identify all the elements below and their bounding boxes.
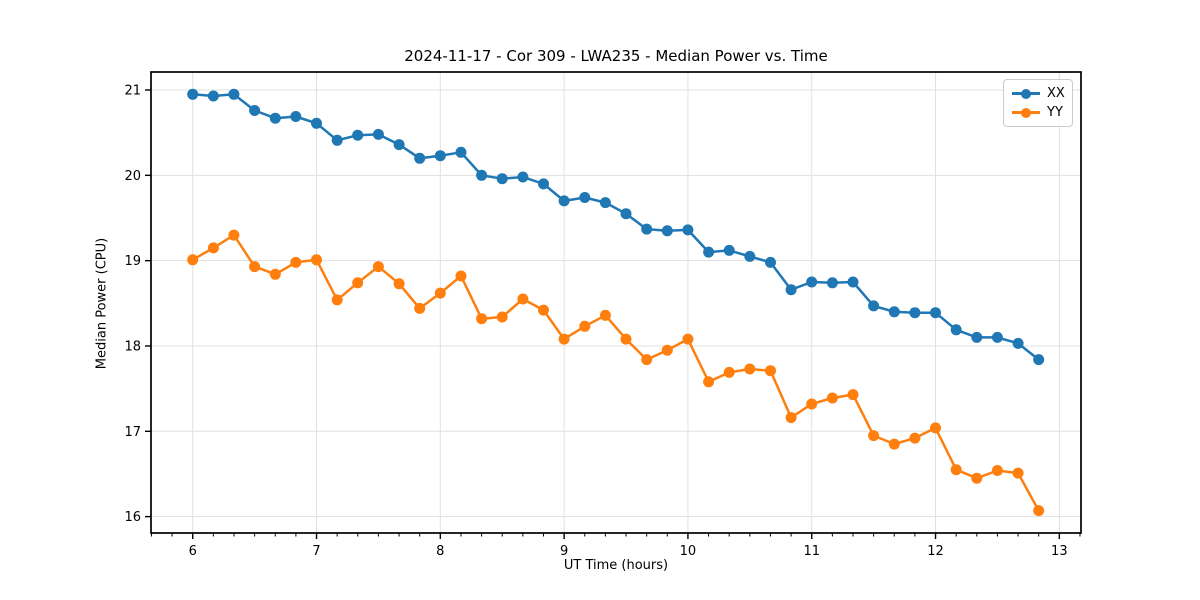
legend-item-yy: YY — [1012, 104, 1064, 121]
svg-text:7: 7 — [312, 544, 320, 559]
svg-text:19: 19 — [124, 254, 141, 269]
svg-text:10: 10 — [680, 544, 697, 559]
svg-text:9: 9 — [560, 544, 568, 559]
legend: XX YY — [1003, 79, 1073, 127]
svg-text:18: 18 — [124, 339, 141, 354]
legend-swatch-yy-icon — [1012, 107, 1040, 118]
svg-text:20: 20 — [124, 169, 141, 184]
legend-item-xx: XX — [1012, 85, 1065, 102]
svg-text:16: 16 — [124, 510, 141, 525]
legend-swatch-xx-icon — [1012, 88, 1040, 99]
svg-text:8: 8 — [436, 544, 444, 559]
svg-text:11: 11 — [803, 544, 820, 559]
svg-text:17: 17 — [124, 425, 141, 440]
svg-text:21: 21 — [124, 84, 141, 99]
x-axis-label: UT Time (hours) — [563, 558, 669, 573]
chart-title: 2024-11-17 - Cor 309 - LWA235 - Median P… — [404, 47, 828, 65]
legend-label-yy: YY — [1047, 105, 1063, 120]
svg-text:12: 12 — [927, 544, 944, 559]
svg-text:6: 6 — [189, 544, 197, 559]
svg-text:13: 13 — [1051, 544, 1068, 559]
legend-label-xx: XX — [1047, 86, 1065, 101]
y-axis-label: Median Power (CPU) — [94, 237, 110, 370]
